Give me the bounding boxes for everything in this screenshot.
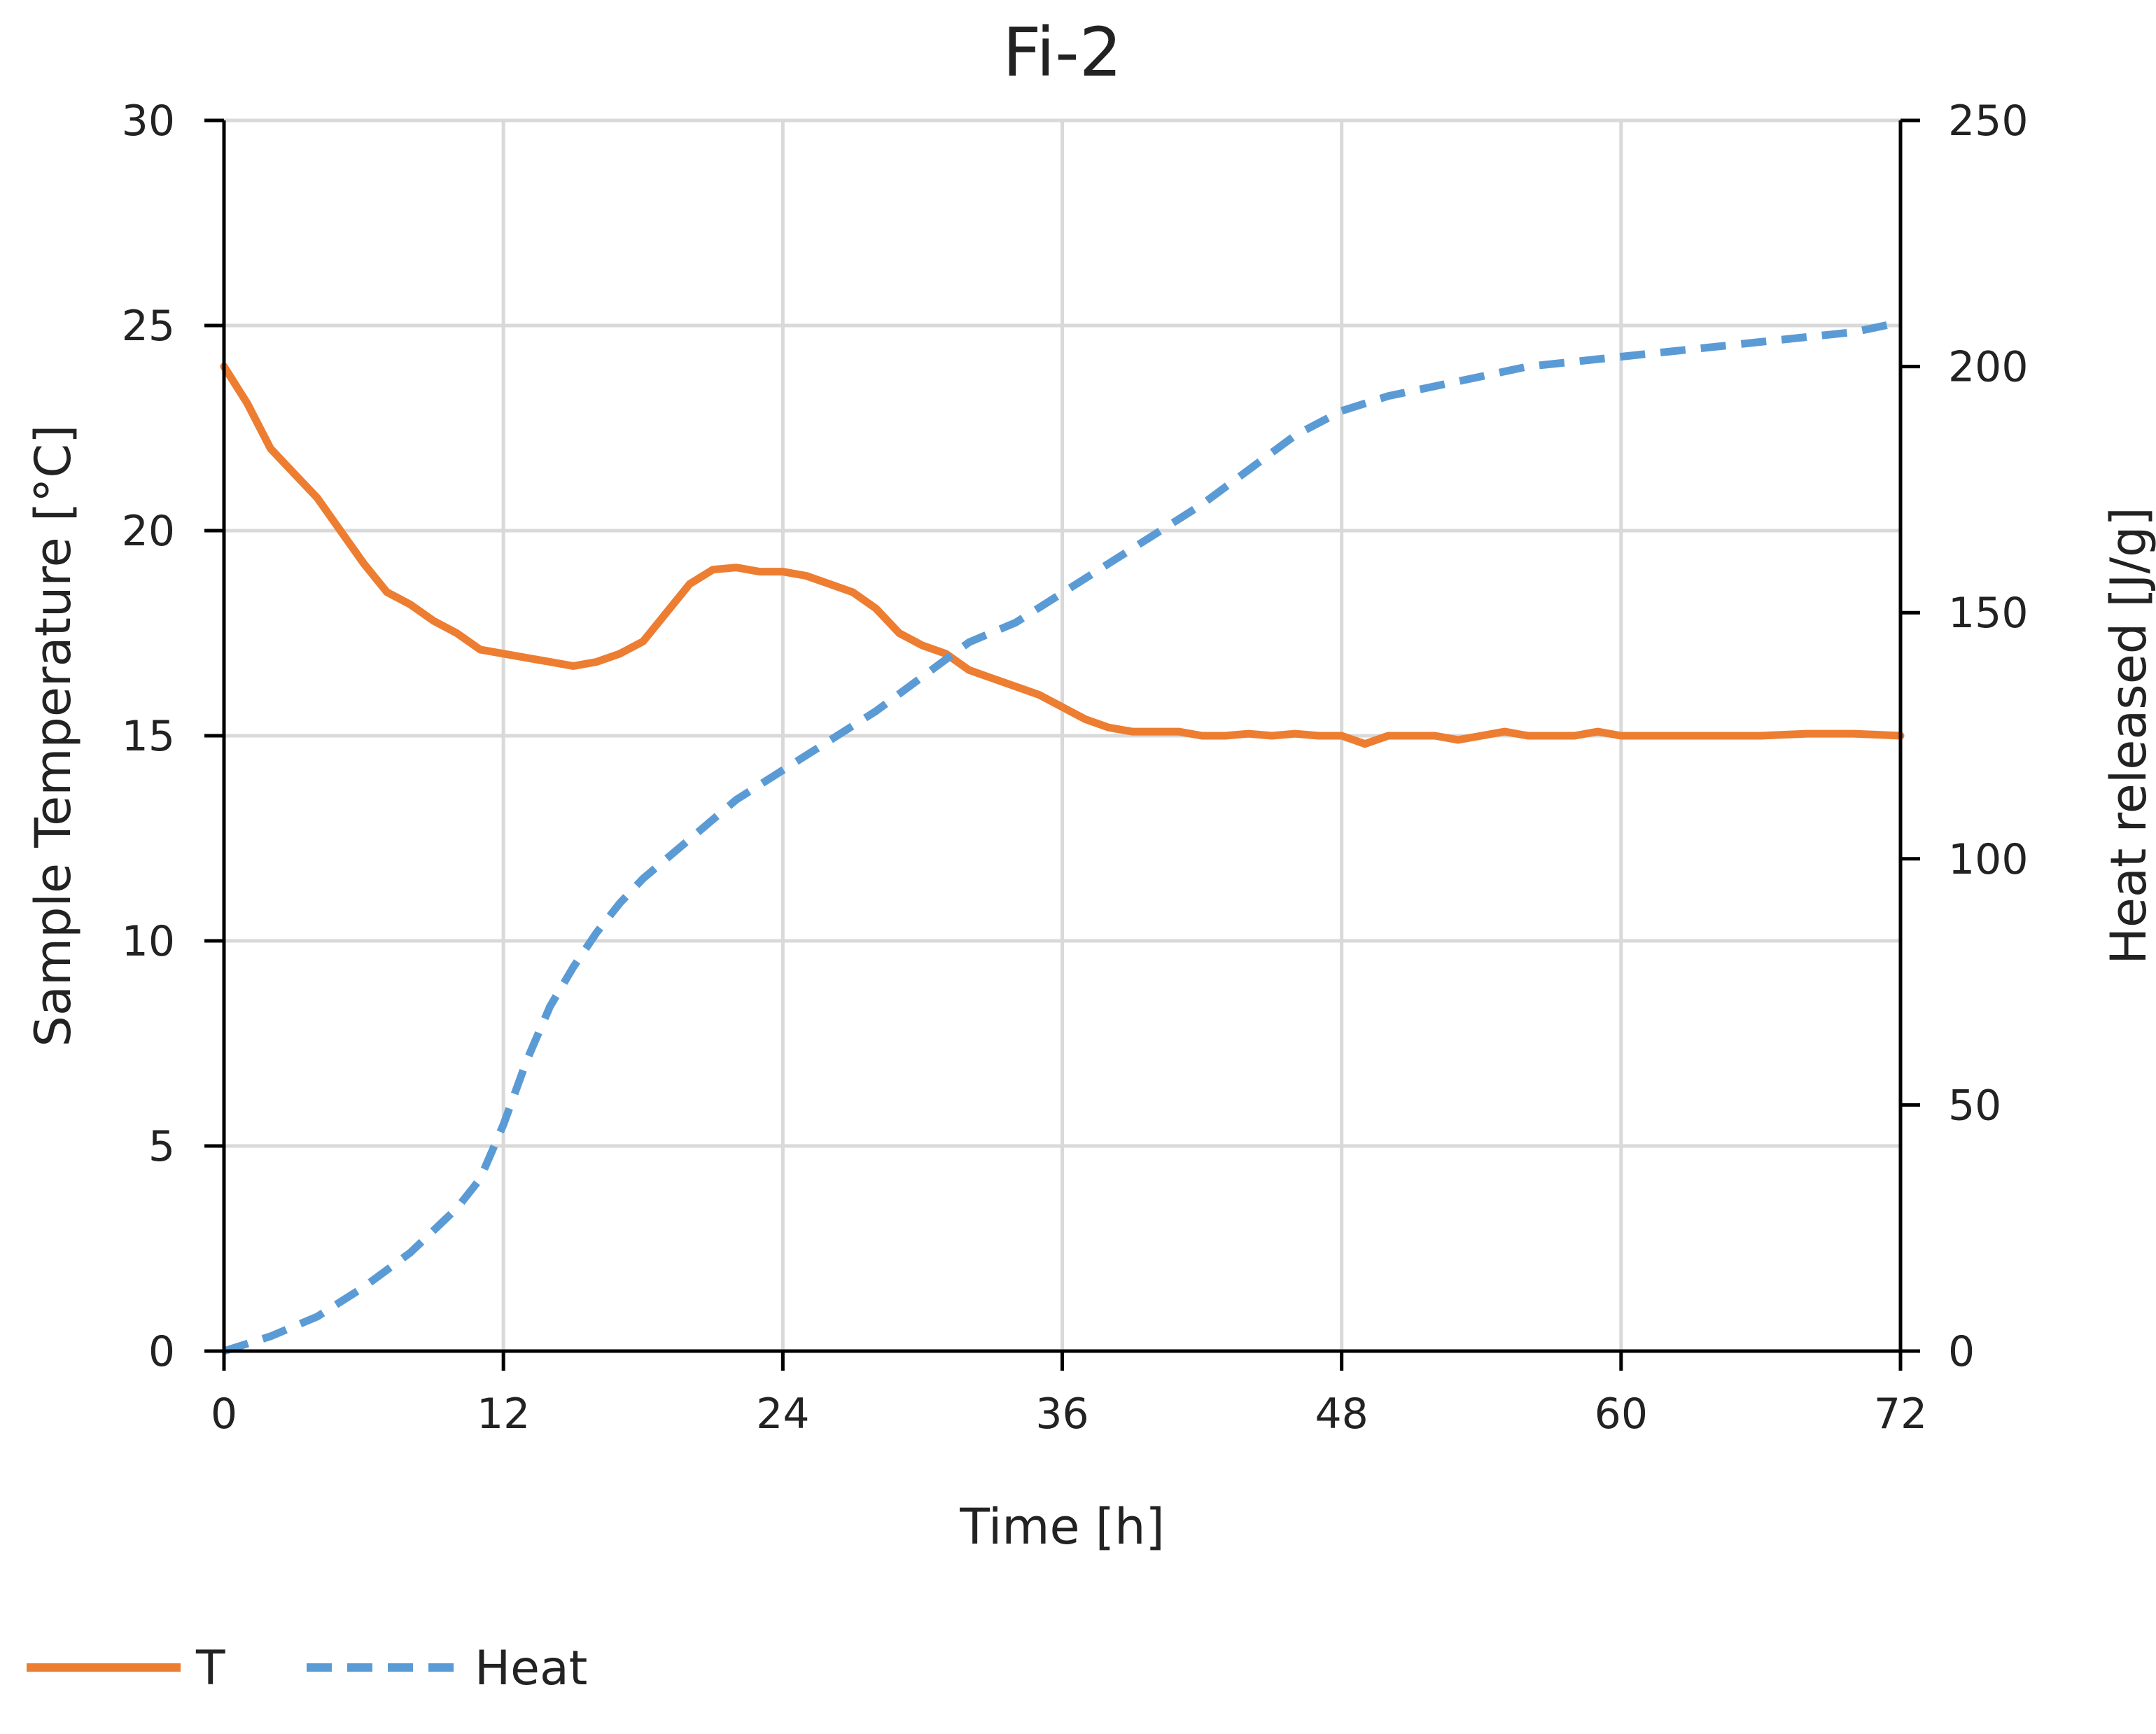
legend-label-heat: Heat: [475, 1641, 587, 1696]
ticks: 0 12 24 36 48 60 72 0 5 10 15 20 25 30 0 50 100 150 200 250: [122, 97, 2029, 1439]
y-right-tick-label: 150: [1948, 589, 2029, 638]
y-left-tick-label: 10: [122, 917, 175, 966]
x-axis-title: Time [h]: [959, 1498, 1165, 1555]
y-left-tick-label: 25: [122, 302, 175, 351]
legend: T Heat: [27, 1641, 587, 1696]
series-line-t: [220, 363, 1905, 748]
y-left-tick-label: 20: [122, 507, 175, 556]
y-right-tick-label: 50: [1948, 1081, 2001, 1130]
y-right-tick-label: 100: [1948, 835, 2029, 884]
y-left-tick-label: 15: [122, 712, 175, 761]
x-tick-label: 48: [1315, 1390, 1368, 1439]
y-axis-right-title: Heat released [J/g]: [2100, 507, 2156, 965]
grid: [224, 118, 1900, 1351]
y-left-tick-label: 5: [148, 1122, 175, 1171]
series-layer: [220, 318, 1905, 1355]
x-tick-label: 72: [1874, 1390, 1927, 1439]
y-right-tick-label: 250: [1948, 97, 2029, 146]
legend-label-t: T: [195, 1641, 225, 1696]
x-tick-label: 36: [1035, 1390, 1088, 1439]
x-tick-label: 24: [756, 1390, 809, 1439]
x-tick-label: 60: [1595, 1390, 1648, 1439]
y-right-tick-label: 200: [1948, 343, 2029, 392]
y-left-tick-label: 30: [122, 97, 175, 146]
series-line-heat: [223, 318, 1902, 1355]
y-axis-left-title: Sample Temperature [°C]: [24, 425, 82, 1047]
x-tick-label: 0: [211, 1390, 237, 1439]
y-left-tick-label: 0: [148, 1327, 175, 1376]
y-right-tick-label: 0: [1948, 1327, 1975, 1376]
chart-title: Fi-2: [1002, 13, 1122, 92]
x-tick-label: 12: [477, 1390, 530, 1439]
